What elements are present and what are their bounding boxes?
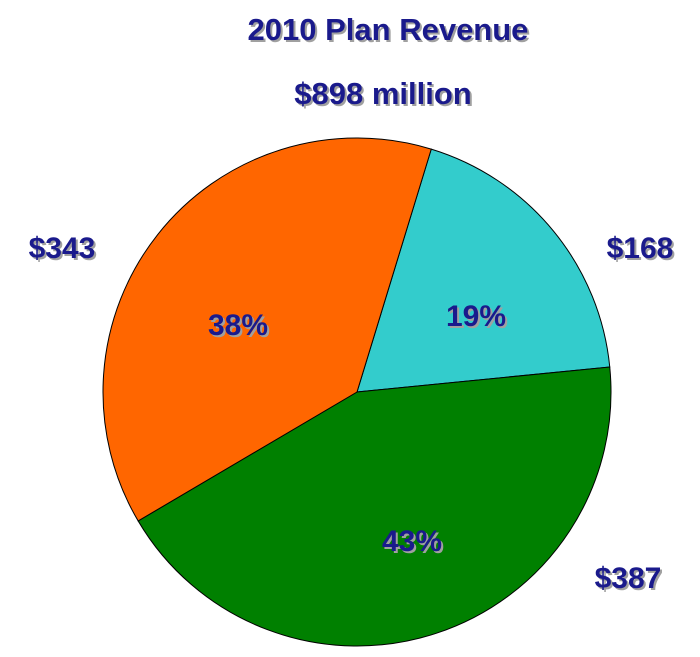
percent-label: 38%: [208, 309, 268, 342]
pie-slice: [102, 137, 432, 522]
percent-label: 19%: [446, 300, 506, 333]
pie-slice: [137, 366, 612, 647]
percent-label: 43%: [382, 525, 442, 558]
value-label: $387: [595, 562, 662, 595]
chart-title: 2010 Plan Revenue: [248, 12, 529, 47]
value-label: $168: [607, 232, 674, 265]
chart-subtitle: $898 million: [294, 76, 471, 111]
pie-slice: [356, 148, 611, 393]
value-label: $343: [29, 232, 96, 265]
